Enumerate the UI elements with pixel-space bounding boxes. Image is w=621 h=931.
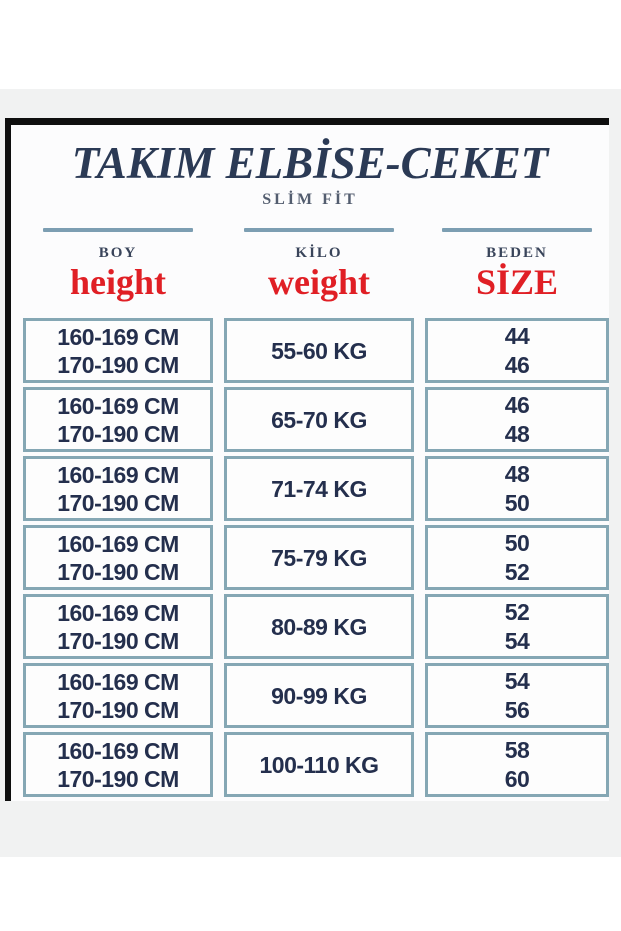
weight-cell: 71-74 KG xyxy=(224,456,414,521)
weight-cell: 65-70 KG xyxy=(224,387,414,452)
height-line: 170-190 CM xyxy=(57,351,179,378)
size-cell: 50 52 xyxy=(425,525,609,590)
height-cell: 160-169 CM 170-190 CM xyxy=(23,387,213,452)
size-cell: 46 48 xyxy=(425,387,609,452)
height-cell: 160-169 CM 170-190 CM xyxy=(23,525,213,590)
column-header-height: BOY height xyxy=(23,225,213,301)
column-headers: BOY height KİLO weight BEDEN SİZE xyxy=(23,225,609,301)
weight-value: 55-60 KG xyxy=(271,337,367,364)
size-value: 46 xyxy=(504,391,530,418)
size-value: 52 xyxy=(504,558,530,585)
weight-cell: 90-99 KG xyxy=(224,663,414,728)
height-line: 170-190 CM xyxy=(57,696,179,723)
size-value: 46 xyxy=(504,351,530,378)
size-cell: 52 54 xyxy=(425,594,609,659)
weight-cell: 80-89 KG xyxy=(224,594,414,659)
table-row: 160-169 CM 170-190 CM 75-79 KG 50 52 xyxy=(23,525,609,590)
height-line: 160-169 CM xyxy=(57,392,179,419)
size-value: 56 xyxy=(504,696,530,723)
size-table: 160-169 CM 170-190 CM 55-60 KG 44 46 160… xyxy=(23,318,609,797)
column-rule xyxy=(43,228,193,232)
height-line: 170-190 CM xyxy=(57,765,179,792)
weight-value: 71-74 KG xyxy=(271,475,367,502)
table-row: 160-169 CM 170-190 CM 80-89 KG 52 54 xyxy=(23,594,609,659)
size-value: 52 xyxy=(504,598,530,625)
weight-value: 80-89 KG xyxy=(271,613,367,640)
size-value: 48 xyxy=(504,420,530,447)
height-line: 170-190 CM xyxy=(57,558,179,585)
size-value: 48 xyxy=(504,460,530,487)
weight-value: 75-79 KG xyxy=(271,544,367,571)
column-label: BEDEN xyxy=(486,245,548,261)
table-row: 160-169 CM 170-190 CM 65-70 KG 46 48 xyxy=(23,387,609,452)
height-cell: 160-169 CM 170-190 CM xyxy=(23,318,213,383)
size-value: 54 xyxy=(504,667,530,694)
weight-cell: 55-60 KG xyxy=(224,318,414,383)
size-cell: 48 50 xyxy=(425,456,609,521)
column-header-weight: KİLO weight xyxy=(224,225,414,301)
height-line: 170-190 CM xyxy=(57,489,179,516)
chart-title: TAKIM ELBİSE-CEKET xyxy=(71,138,549,188)
height-line: 160-169 CM xyxy=(57,599,179,626)
size-value: 50 xyxy=(504,489,530,516)
height-line: 170-190 CM xyxy=(57,627,179,654)
height-line: 170-190 CM xyxy=(57,420,179,447)
size-value: 54 xyxy=(504,627,530,654)
size-cell: 44 46 xyxy=(425,318,609,383)
column-rule xyxy=(244,228,394,232)
height-cell: 160-169 CM 170-190 CM xyxy=(23,663,213,728)
height-line: 160-169 CM xyxy=(57,461,179,488)
table-row: 160-169 CM 170-190 CM 55-60 KG 44 46 xyxy=(23,318,609,383)
height-line: 160-169 CM xyxy=(57,668,179,695)
size-value: 60 xyxy=(504,765,530,792)
table-row: 160-169 CM 170-190 CM 90-99 KG 54 56 xyxy=(23,663,609,728)
column-label: BOY xyxy=(98,245,138,261)
size-chart-panel: TAKIM ELBİSE-CEKET SLİM FİT BOY height K… xyxy=(5,118,609,801)
height-line: 160-169 CM xyxy=(57,530,179,557)
column-label: KİLO xyxy=(295,245,343,261)
weight-cell: 100-110 KG xyxy=(224,732,414,797)
column-annotation: height xyxy=(69,262,166,302)
height-cell: 160-169 CM 170-190 CM xyxy=(23,594,213,659)
height-line: 160-169 CM xyxy=(57,737,179,764)
weight-value: 90-99 KG xyxy=(271,682,367,709)
height-line: 160-169 CM xyxy=(57,323,179,350)
chart-subtitle: SLİM FİT xyxy=(262,191,358,208)
size-value: 50 xyxy=(504,529,530,556)
table-row: 160-169 CM 170-190 CM 100-110 KG 58 60 xyxy=(23,732,609,797)
size-cell: 58 60 xyxy=(425,732,609,797)
column-annotation: weight xyxy=(268,262,370,302)
column-rule xyxy=(442,228,592,232)
height-cell: 160-169 CM 170-190 CM xyxy=(23,456,213,521)
size-value: 44 xyxy=(504,322,530,349)
weight-value: 100-110 KG xyxy=(259,751,379,778)
column-header-size: BEDEN SİZE xyxy=(425,225,609,301)
weight-value: 65-70 KG xyxy=(271,406,367,433)
size-cell: 54 56 xyxy=(425,663,609,728)
size-value: 58 xyxy=(504,736,530,763)
table-row: 160-169 CM 170-190 CM 71-74 KG 48 50 xyxy=(23,456,609,521)
height-cell: 160-169 CM 170-190 CM xyxy=(23,732,213,797)
column-annotation: SİZE xyxy=(475,262,559,302)
weight-cell: 75-79 KG xyxy=(224,525,414,590)
